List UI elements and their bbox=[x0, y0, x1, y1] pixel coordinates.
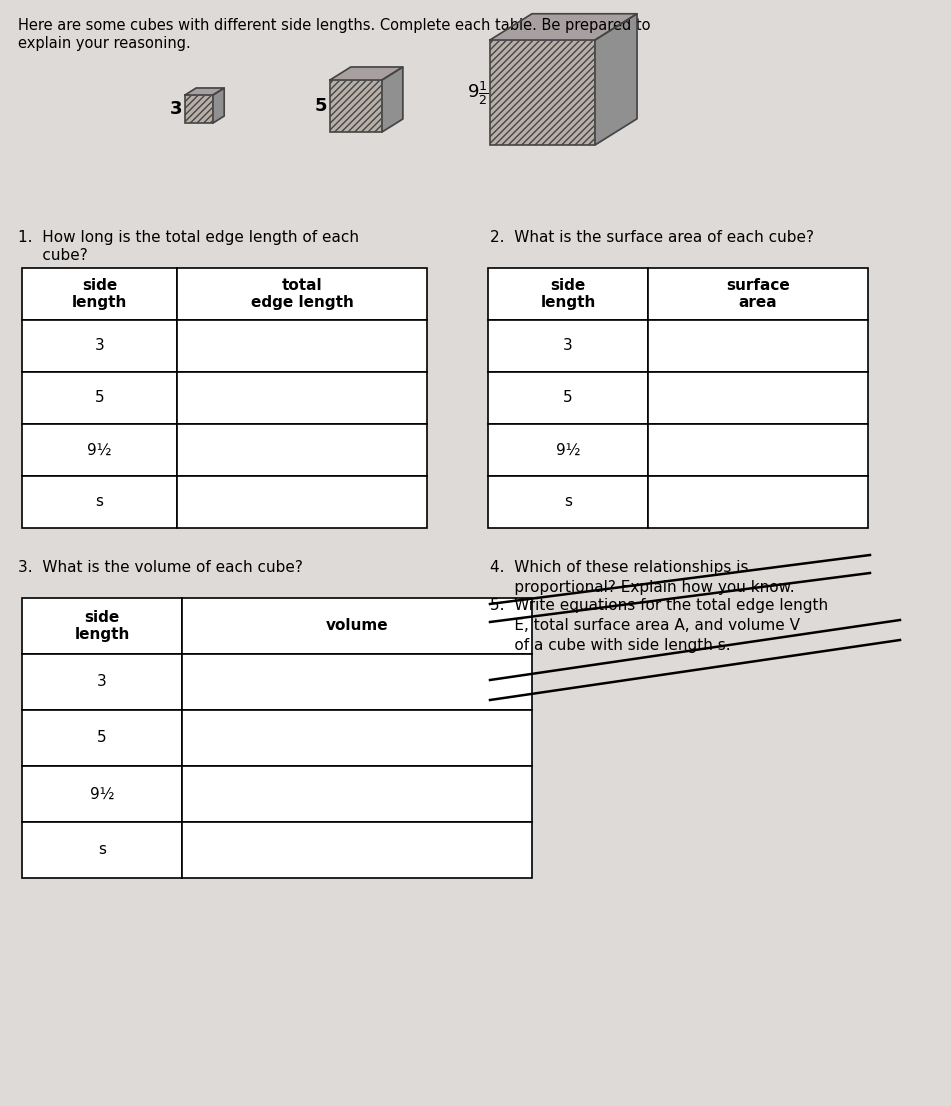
Text: 3.  What is the volume of each cube?: 3. What is the volume of each cube? bbox=[18, 560, 302, 575]
Text: 5: 5 bbox=[315, 97, 327, 115]
Bar bbox=[488, 268, 648, 320]
Text: 9½: 9½ bbox=[87, 442, 112, 458]
Bar bbox=[22, 372, 177, 424]
Bar bbox=[648, 320, 868, 372]
Bar bbox=[330, 80, 382, 132]
Text: 3: 3 bbox=[95, 338, 105, 354]
Text: s: s bbox=[98, 843, 106, 857]
Text: 3: 3 bbox=[563, 338, 573, 354]
Text: explain your reasoning.: explain your reasoning. bbox=[18, 36, 191, 51]
Text: s: s bbox=[95, 494, 104, 510]
Bar bbox=[488, 372, 648, 424]
Bar bbox=[177, 268, 427, 320]
Polygon shape bbox=[382, 67, 403, 132]
Text: of a cube with side length s.: of a cube with side length s. bbox=[490, 638, 730, 653]
Text: Here are some cubes with different side lengths. Complete each table. Be prepare: Here are some cubes with different side … bbox=[18, 18, 650, 33]
Text: total
edge length: total edge length bbox=[250, 278, 354, 310]
Text: $9\frac{1}{2}$: $9\frac{1}{2}$ bbox=[467, 79, 488, 107]
Bar bbox=[182, 822, 532, 878]
Bar bbox=[648, 372, 868, 424]
Text: 4.  Which of these relationships is: 4. Which of these relationships is bbox=[490, 560, 748, 575]
Text: cube?: cube? bbox=[18, 248, 87, 263]
Text: 5: 5 bbox=[95, 390, 105, 406]
Bar bbox=[488, 476, 648, 528]
Polygon shape bbox=[490, 13, 637, 40]
Bar bbox=[488, 424, 648, 476]
Polygon shape bbox=[185, 88, 224, 95]
Polygon shape bbox=[595, 13, 637, 145]
Text: side
length: side length bbox=[540, 278, 595, 310]
Bar bbox=[648, 424, 868, 476]
Text: surface
area: surface area bbox=[727, 278, 790, 310]
Text: 2.  What is the surface area of each cube?: 2. What is the surface area of each cube… bbox=[490, 230, 814, 246]
Bar bbox=[22, 320, 177, 372]
Text: 3: 3 bbox=[97, 675, 107, 689]
Bar bbox=[182, 654, 532, 710]
Bar bbox=[648, 476, 868, 528]
Text: side
length: side length bbox=[72, 278, 127, 310]
Text: 5: 5 bbox=[563, 390, 573, 406]
Text: s: s bbox=[564, 494, 572, 510]
Bar bbox=[177, 372, 427, 424]
Bar bbox=[22, 268, 177, 320]
Bar bbox=[22, 598, 182, 654]
Bar bbox=[648, 268, 868, 320]
Bar bbox=[177, 476, 427, 528]
Bar bbox=[177, 424, 427, 476]
Bar bbox=[22, 654, 182, 710]
Bar bbox=[177, 320, 427, 372]
Text: side
length: side length bbox=[74, 609, 129, 643]
Bar bbox=[22, 424, 177, 476]
Bar bbox=[22, 476, 177, 528]
Text: 1.  How long is the total edge length of each: 1. How long is the total edge length of … bbox=[18, 230, 359, 246]
Bar bbox=[182, 710, 532, 766]
Bar bbox=[488, 320, 648, 372]
Text: 5: 5 bbox=[97, 730, 107, 745]
Text: 9½: 9½ bbox=[555, 442, 580, 458]
Text: proportional? Explain how you know.: proportional? Explain how you know. bbox=[490, 580, 795, 595]
Bar bbox=[182, 766, 532, 822]
Text: 9½: 9½ bbox=[89, 786, 114, 802]
Bar bbox=[185, 95, 213, 123]
Bar bbox=[182, 598, 532, 654]
Text: 5.  Write equations for the total edge length: 5. Write equations for the total edge le… bbox=[490, 598, 828, 613]
Text: E, total surface area A, and volume V: E, total surface area A, and volume V bbox=[490, 618, 800, 633]
Bar bbox=[490, 40, 595, 145]
Polygon shape bbox=[213, 88, 224, 123]
Bar bbox=[22, 710, 182, 766]
Text: 3: 3 bbox=[169, 100, 182, 118]
Bar bbox=[22, 822, 182, 878]
Text: volume: volume bbox=[325, 618, 388, 634]
Polygon shape bbox=[330, 67, 403, 80]
Bar bbox=[22, 766, 182, 822]
